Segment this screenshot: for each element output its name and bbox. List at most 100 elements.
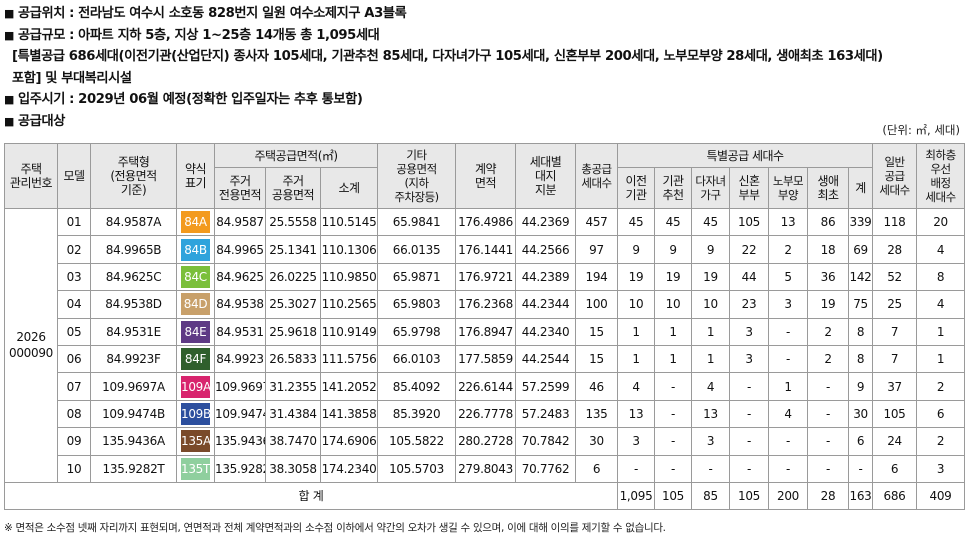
multi-child-cell: 4 — [691, 372, 731, 401]
priority-cell: 1 — [916, 344, 966, 374]
land-share-cell: 44.2544 — [515, 344, 577, 374]
newlywed-cell: - — [729, 372, 770, 401]
other-common-cell: 105.5822 — [377, 427, 457, 456]
agency-cell: 9 — [654, 235, 693, 264]
special-sum-cell: 339 — [848, 207, 874, 237]
total-supply-cell: 15 — [575, 317, 619, 346]
supply-table: 주택 관리번호 모델 주택형 (전용면적 기준) 약식 표기 주택공급면적(㎡)… — [3, 143, 966, 511]
unit-label: (단위: ㎡, 세대) — [882, 123, 960, 137]
abbr-cell: 84A — [176, 207, 215, 237]
total-supply-cell: 97 — [575, 235, 619, 264]
house-type-cell: 135.9436A — [90, 427, 177, 456]
totals-multi-child: 105 — [729, 481, 770, 511]
subtotal-cell: 141.3858 — [319, 399, 379, 429]
header-first-time: 생애 최초 — [807, 167, 850, 209]
first-time-cell: 2 — [807, 317, 850, 346]
total-supply-cell: 457 — [575, 207, 619, 237]
elderly-cell: - — [768, 344, 809, 374]
first-time-cell: - — [807, 427, 850, 456]
supply-info: ■ 공급위치 : 전라남도 여수시 소호동 828번지 일원 여수소제지구 A3블… — [4, 3, 962, 132]
other-common-cell: 66.0135 — [377, 235, 457, 264]
general-cell: 28 — [872, 235, 918, 264]
elderly-cell: 4 — [768, 399, 809, 429]
agency-cell: 45 — [654, 207, 693, 237]
elderly-cell: - — [768, 317, 809, 346]
multi-child-cell: 1 — [691, 317, 731, 346]
special-sum-cell: 9 — [848, 372, 874, 401]
newlywed-cell: 3 — [729, 317, 770, 346]
elderly-cell: 1 — [768, 372, 809, 401]
agency-cell: - — [654, 399, 693, 429]
relocated-cell: 4 — [617, 372, 656, 401]
first-time-cell: 86 — [807, 207, 850, 237]
header-sum: 계 — [848, 167, 874, 209]
newlywed-cell: 44 — [729, 262, 770, 292]
abbr-badge: 135A — [181, 430, 211, 453]
agency-cell: 10 — [654, 290, 693, 319]
house-type-cell: 135.9282T — [90, 454, 177, 483]
land-share-cell: 57.2599 — [515, 372, 577, 401]
elderly-cell: 13 — [768, 207, 809, 237]
header-total-supply: 총공급 세대수 — [575, 143, 619, 209]
header-land: 세대별 대지 지분 — [515, 143, 577, 209]
private-area-cell: 84.9531 — [214, 317, 266, 346]
subtotal-cell: 110.9850 — [319, 262, 379, 292]
agency-cell: - — [654, 372, 693, 401]
header-contract: 계약 면적 — [455, 143, 517, 209]
header-subtotal: 소계 — [319, 167, 379, 209]
contract-area-cell: 176.4986 — [455, 207, 517, 237]
other-common-cell: 66.0103 — [377, 344, 457, 374]
first-time-cell: - — [807, 372, 850, 401]
totals-agency: 85 — [691, 481, 731, 511]
priority-cell: 1 — [916, 317, 966, 346]
special-sum-cell: 30 — [848, 399, 874, 429]
common-area-cell: 26.5833 — [265, 344, 321, 374]
subtotal-cell: 110.9149 — [319, 317, 379, 346]
table-row: 04 84.9538D 84D 84.9538 25.3027 110.2565… — [5, 290, 966, 319]
abbr-badge: 84A — [181, 211, 210, 234]
land-share-cell: 70.7842 — [515, 427, 577, 456]
totals-sum: 686 — [872, 481, 918, 511]
model-cell: 06 — [57, 344, 91, 374]
header-general: 일반 공급 세대수 — [872, 143, 918, 209]
first-time-cell: 36 — [807, 262, 850, 292]
general-cell: 52 — [872, 262, 918, 292]
land-share-cell: 44.2340 — [515, 317, 577, 346]
contract-area-cell: 176.2368 — [455, 290, 517, 319]
header-private: 주거 전용면적 — [214, 167, 266, 209]
common-area-cell: 26.0225 — [265, 262, 321, 292]
house-type-cell: 84.9625C — [90, 262, 177, 292]
total-supply-cell: 194 — [575, 262, 619, 292]
model-cell: 08 — [57, 399, 91, 429]
general-cell: 37 — [872, 372, 918, 401]
priority-cell: 2 — [916, 427, 966, 456]
table-row: 05 84.9531E 84E 84.9531 25.9618 110.9149… — [5, 317, 966, 346]
land-share-cell: 44.2369 — [515, 207, 577, 237]
abbr-cell: 84E — [176, 317, 215, 346]
model-cell: 02 — [57, 235, 91, 264]
general-cell: 105 — [872, 399, 918, 429]
abbr-cell: 135A — [176, 427, 215, 456]
total-supply-cell: 135 — [575, 399, 619, 429]
contract-area-cell: 176.9721 — [455, 262, 517, 292]
totals-total-supply: 1,095 — [617, 481, 656, 511]
contract-area-cell: 177.5859 — [455, 344, 517, 374]
total-supply-cell: 46 — [575, 372, 619, 401]
relocated-cell: 45 — [617, 207, 656, 237]
agency-cell: 1 — [654, 317, 693, 346]
totals-row: 합 계 1,095 105 85 105 200 28 163 686 409 … — [3, 481, 966, 511]
general-cell: 25 — [872, 290, 918, 319]
contract-area-cell: 226.6144 — [455, 372, 517, 401]
special-line-2: 포함] 및 부대복리시설 — [12, 70, 132, 86]
other-common-cell: 105.5703 — [377, 454, 457, 483]
house-type-cell: 109.9474B — [90, 399, 177, 429]
other-common-cell: 65.9803 — [377, 290, 457, 319]
land-share-cell: 44.2389 — [515, 262, 577, 292]
subtotal-cell: 110.5145 — [319, 207, 379, 237]
first-time-cell: - — [807, 399, 850, 429]
model-cell: 04 — [57, 290, 91, 319]
agency-cell: - — [654, 427, 693, 456]
abbr-badge: 84C — [181, 265, 210, 288]
other-common-cell: 65.9798 — [377, 317, 457, 346]
